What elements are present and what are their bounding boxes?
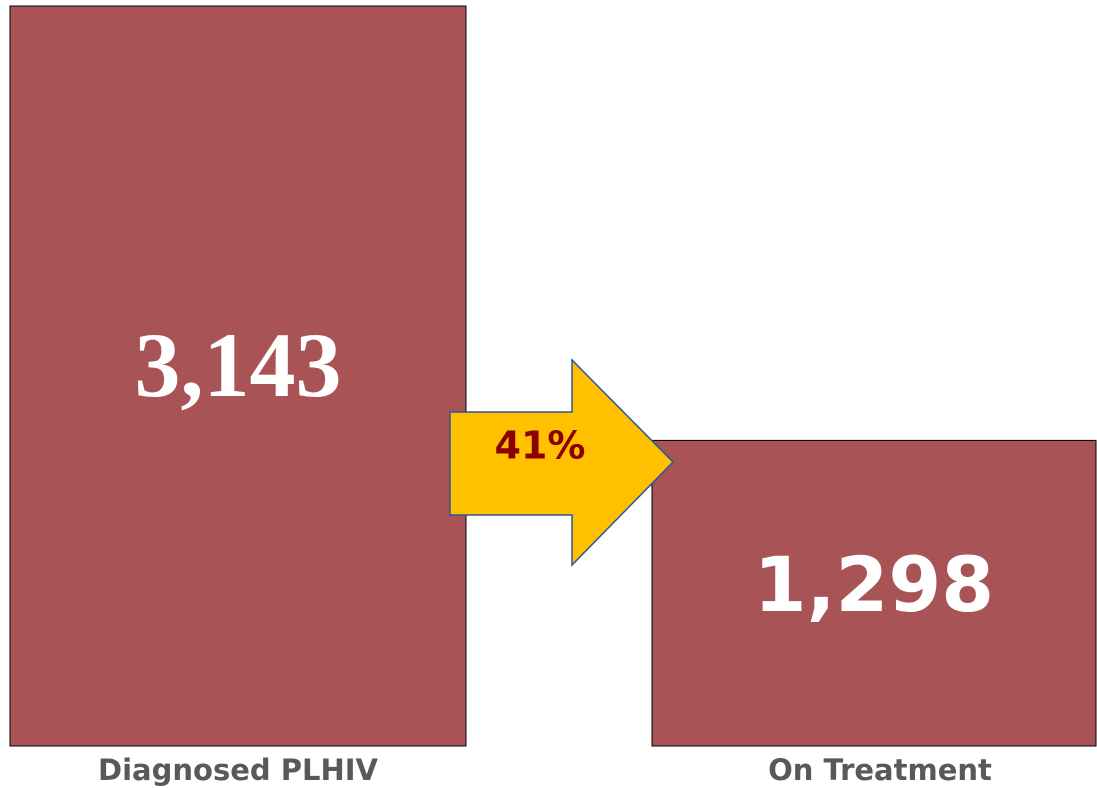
x-tick-label: On Treatment xyxy=(768,753,992,787)
bar xyxy=(651,439,1097,747)
annotation: 41% xyxy=(495,424,586,468)
arrow xyxy=(449,358,675,567)
value-label: 3,143 xyxy=(135,314,342,416)
x-tick-label: Diagnosed PLHIV xyxy=(98,753,378,787)
bars xyxy=(9,5,1097,747)
value-label: 1,298 xyxy=(754,540,994,629)
bar xyxy=(9,5,467,747)
